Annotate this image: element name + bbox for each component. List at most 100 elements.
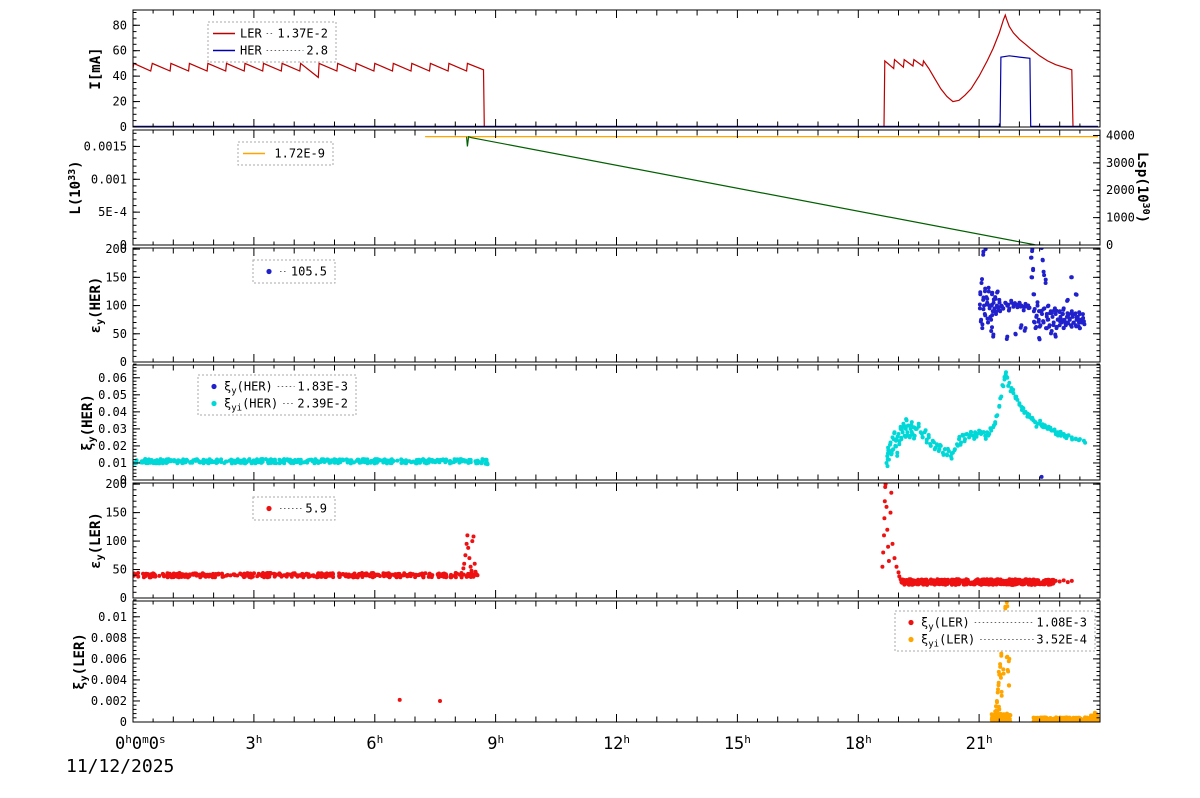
series-xiyi-her	[133, 370, 1088, 469]
legend-entry-value: 105.5	[291, 265, 327, 279]
series-ey-her	[977, 248, 1087, 342]
x-tick-label: 18h	[845, 733, 872, 754]
axis-ticks	[132, 10, 1101, 128]
panel-beam-current: 0 20 40 60 80 I[mA] LER 1.37E-2 HER 2.8	[88, 9, 1101, 134]
x-tick-label: 15h	[724, 733, 751, 754]
right-tick-label: 3000	[1106, 156, 1135, 170]
axis-ticks	[132, 599, 1101, 723]
series-area	[133, 370, 1088, 479]
series-area	[425, 136, 1098, 245]
y-tick-label: 5E-4	[98, 205, 127, 219]
legend: 5.9	[252, 496, 336, 521]
legend: 105.5	[252, 259, 336, 284]
x-tick-label: 3h	[245, 733, 262, 754]
y-tick-label: 0.03	[98, 422, 127, 436]
y-tick-label: 0	[120, 120, 127, 134]
y-tick-label: 150	[105, 270, 127, 284]
y-tick-label: 50	[113, 563, 127, 577]
x-tick-label: 21h	[966, 733, 993, 754]
legend: LER 1.37E-2 HER 2.8	[207, 21, 337, 63]
y-tick-label: 0.002	[91, 694, 127, 708]
legend-entry-value: 1.72E-9	[274, 147, 325, 161]
right-tick-label: 1000	[1106, 211, 1135, 225]
series-HER	[133, 55, 1098, 127]
legend-entry-value: 5.9	[305, 502, 327, 516]
y-tick-label: 0.06	[98, 371, 127, 385]
y-axis-title: εy(HER)	[88, 277, 106, 334]
y-axis-title: ξy(HER)	[80, 394, 98, 451]
y-tick-label: 0.01	[98, 456, 127, 470]
y-tick-label: 0.01	[98, 610, 127, 624]
series-area	[397, 601, 1100, 722]
y-tick-label: 50	[113, 327, 127, 341]
legend-entry-value: 2.8	[306, 44, 328, 58]
y-tick-label: 200	[105, 477, 127, 491]
legend-entry-name: ξyi(LER)	[921, 633, 975, 650]
y-tick-label: 0.0015	[84, 139, 127, 153]
panel-emittance-ler: 0 50 100 150 200 εy(LER) 5.9	[88, 477, 1101, 605]
legend-entry-name: ξy(HER)	[224, 380, 273, 397]
y-tick-label: 0.02	[98, 439, 127, 453]
series-area	[977, 248, 1087, 342]
y-tick-label: 0.006	[91, 652, 127, 666]
y-axis-title: L(1033)	[67, 160, 84, 214]
legend-entry-value: 1.83E-3	[297, 380, 348, 394]
y-tick-label: 20	[113, 95, 127, 109]
y-tick-label: 40	[113, 69, 127, 83]
series-area	[133, 13, 1098, 127]
legend-entry-value: 3.52E-4	[1036, 633, 1087, 647]
series-area	[133, 483, 1074, 587]
x-tick-label: 9h	[487, 733, 504, 754]
y-tick-label: 0.001	[91, 172, 127, 186]
y-tick-label: 150	[105, 506, 127, 520]
panel-beambeam-ler: 0 0.002 0.004 0.006 0.008 0.01 ξy(LER) ξy(LER) 1…	[72, 599, 1101, 729]
right-tick-label: 0	[1106, 238, 1113, 252]
x-tick-label: 0h0m0s	[115, 733, 166, 754]
x-tick-label: 12h	[603, 733, 630, 754]
right-axis-title: Lsp(1030)	[1134, 152, 1151, 223]
series-xiy-her	[1039, 474, 1044, 479]
legend-entry-name: ξyi(HER)	[224, 397, 278, 414]
y-axis-title: ξy(LER)	[72, 633, 90, 690]
panel-emittance-her: 0 50 100 150 200 εy(HER) 105.5	[88, 242, 1101, 369]
y-tick-label: 0.05	[98, 388, 127, 402]
y-tick-label: 0.004	[91, 673, 127, 687]
right-tick-label: 4000	[1106, 128, 1135, 142]
y-tick-label: 0	[120, 715, 127, 729]
legend-entry-name: LER	[240, 27, 262, 41]
y-axis-title: εy(LER)	[88, 512, 106, 569]
y-axis-title: I[mA]	[88, 47, 104, 89]
y-tick-label: 200	[105, 242, 127, 256]
y-tick-label: 0	[120, 473, 127, 487]
y-tick-label: 0.04	[98, 405, 127, 419]
y-tick-label: 0	[120, 238, 127, 252]
axis-ticks	[132, 483, 1101, 599]
legend-entry-value: 2.39E-2	[297, 397, 348, 411]
y-tick-label: 0	[120, 355, 127, 369]
legend: ξy(HER) 1.83E-3 ξyi(HER) 2.39E-2	[197, 374, 357, 416]
y-tick-label: 100	[105, 534, 127, 548]
right-tick-label: 2000	[1106, 183, 1135, 197]
x-axis-labels: 0h0m0s 3h 6h 9h 12h 15h 18h 21h	[115, 733, 993, 754]
series-xiyi-ler	[989, 601, 1100, 722]
legend: ξy(LER) 1.08E-3 ξyi(LER) 3.52E-4	[894, 610, 1096, 652]
series-xiy-ler	[397, 697, 442, 703]
panel-luminosity: 0 5E-4 0.001 0.0015 0 1000 2000 3000 4000 Lsp(103…	[67, 126, 1151, 252]
y-tick-label: 0.008	[91, 631, 127, 645]
series-Lsp	[466, 136, 1044, 245]
date-label: 11/12/2025	[66, 756, 175, 777]
axis-ticks	[132, 363, 1101, 481]
legend-entry-name: HER	[240, 44, 262, 58]
axis-ticks	[132, 126, 1101, 246]
legend: 1.72E-9	[237, 141, 334, 166]
y-tick-label: 0	[120, 591, 127, 605]
legend-entry-name: ξy(LER)	[921, 616, 970, 633]
legend-entry-value: 1.37E-2	[277, 27, 328, 41]
series-LER	[133, 13, 1098, 127]
series-ey-ler	[133, 483, 1074, 587]
y-tick-label: 60	[113, 44, 127, 58]
x-tick-label: 6h	[366, 733, 383, 754]
